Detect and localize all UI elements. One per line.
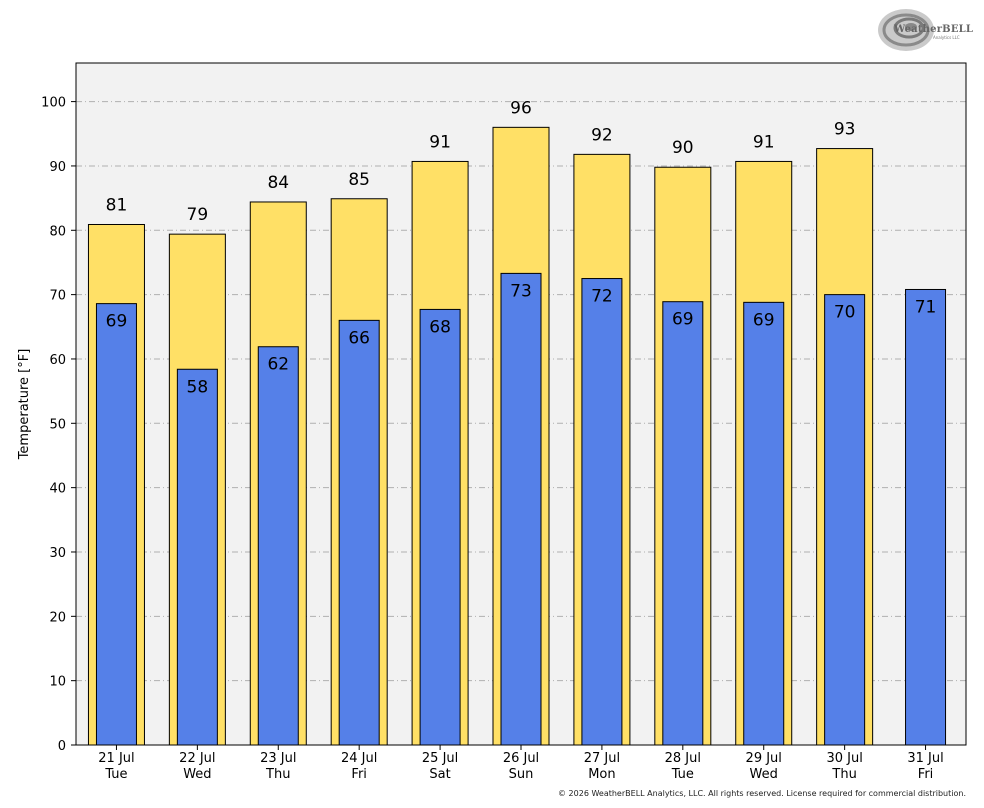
- y-tick-label: 30: [49, 546, 66, 561]
- low-label-2: 62: [267, 355, 289, 375]
- high-label-7: 90: [672, 138, 694, 158]
- high-label-6: 92: [591, 125, 613, 145]
- y-tick-label: 100: [41, 96, 66, 111]
- y-tick-label: 40: [49, 482, 66, 497]
- low-label-6: 72: [591, 287, 613, 307]
- y-tick-label: 50: [49, 417, 66, 432]
- logo-subtext: Analytics LLC: [933, 35, 960, 40]
- low-label-1: 58: [187, 377, 209, 397]
- low-bar-3: [338, 319, 380, 746]
- low-label-7: 69: [672, 310, 694, 330]
- y-tick-label: 10: [49, 675, 66, 690]
- y-axis-label: Temperature [°F]: [17, 349, 32, 461]
- high-label-2: 84: [267, 173, 289, 193]
- low-bar-8: [743, 301, 785, 746]
- low-bar-6: [581, 278, 623, 746]
- weatherbell-logo: [878, 9, 934, 51]
- x-tick-label-date: 30 Jul: [826, 751, 862, 766]
- high-label-4: 91: [429, 132, 451, 152]
- low-bar-2: [257, 346, 299, 746]
- x-tick-label-day: Tue: [671, 767, 694, 782]
- low-label-0: 69: [106, 312, 128, 332]
- high-label-8: 91: [753, 132, 775, 152]
- high-label-3: 85: [348, 170, 370, 190]
- x-tick-label-date: 24 Jul: [341, 751, 377, 766]
- high-label-9: 93: [834, 120, 856, 140]
- low-bar-9: [824, 294, 866, 746]
- x-tick-label-day: Sat: [429, 767, 450, 782]
- x-tick-label-date: 28 Jul: [665, 751, 701, 766]
- low-label-3: 66: [348, 328, 370, 348]
- x-tick-label-date: 31 Jul: [907, 751, 943, 766]
- low-label-5: 73: [510, 281, 532, 301]
- x-tick-label-date: 21 Jul: [98, 751, 134, 766]
- x-tick-label-day: Wed: [750, 767, 778, 782]
- x-tick-label-day: Thu: [265, 767, 290, 782]
- x-tick-label-date: 23 Jul: [260, 751, 296, 766]
- high-label-5: 96: [510, 98, 532, 118]
- x-tick-label-day: Wed: [183, 767, 211, 782]
- low-label-4: 68: [429, 317, 451, 337]
- x-tick-label-day: Sun: [509, 767, 534, 782]
- x-tick-label-day: Thu: [831, 767, 856, 782]
- y-tick-label: 90: [49, 160, 66, 175]
- low-bar-1: [176, 368, 218, 746]
- low-label-10: 71: [915, 297, 937, 317]
- x-tick-label-date: 25 Jul: [422, 751, 458, 766]
- low-label-9: 70: [834, 303, 856, 323]
- x-tick-label-day: Tue: [104, 767, 127, 782]
- y-tick-label: 70: [49, 289, 66, 304]
- x-tick-label-day: Fri: [918, 767, 934, 782]
- x-tick-label-day: Fri: [351, 767, 367, 782]
- y-tick-label: 0: [58, 739, 66, 754]
- high-label-0: 81: [106, 195, 128, 215]
- low-bar-5: [500, 272, 542, 746]
- x-tick-label-day: Mon: [588, 767, 615, 782]
- low-bar-10: [905, 288, 947, 746]
- high-label-1: 79: [187, 205, 209, 225]
- x-tick-label-date: 26 Jul: [503, 751, 539, 766]
- x-tick-label-date: 27 Jul: [584, 751, 620, 766]
- bars: 81 79 84 85 91 96 92 90 91 93 69 58 62 66 68 73 72 69 69 70…: [87, 98, 947, 746]
- x-tick-label-date: 22 Jul: [179, 751, 215, 766]
- copyright-notice: © 2026 WeatherBELL Analytics, LLC. All r…: [558, 789, 966, 798]
- x-tick-label-date: 29 Jul: [746, 751, 782, 766]
- low-bar-7: [662, 301, 704, 746]
- low-bar-0: [95, 303, 137, 746]
- y-tick-label: 80: [49, 224, 66, 239]
- logo-text: WeatherBELL: [894, 24, 974, 35]
- low-label-8: 69: [753, 310, 775, 330]
- low-bar-4: [419, 308, 461, 746]
- y-tick-label: 20: [49, 610, 66, 625]
- y-tick-label: 60: [49, 353, 66, 368]
